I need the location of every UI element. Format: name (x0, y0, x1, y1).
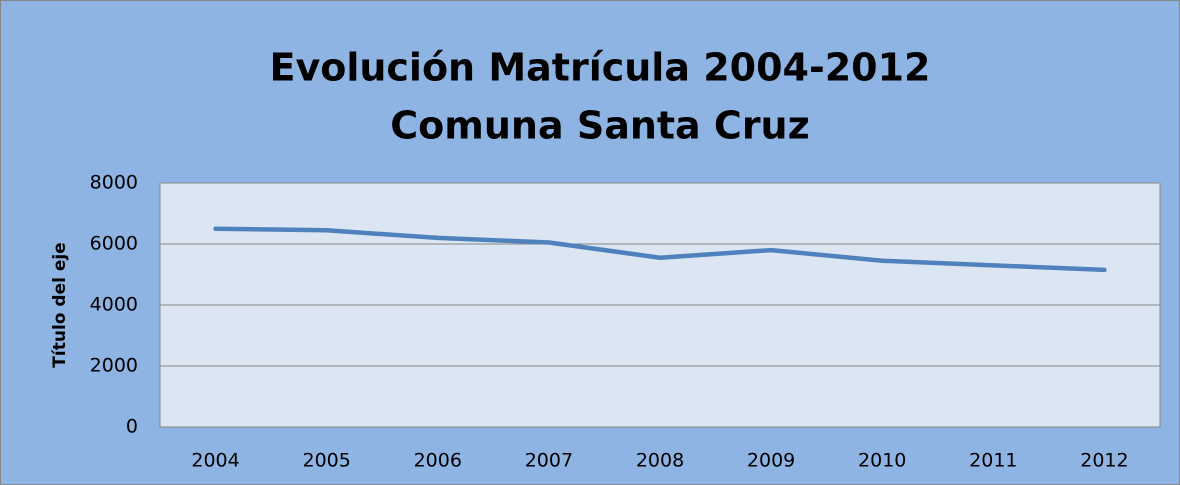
chart-title: Evolución Matrícula 2004-2012 (269, 46, 930, 90)
x-tick-label: 2009 (747, 450, 795, 472)
x-tick-label: 2011 (969, 450, 1017, 472)
x-tick-label: 2004 (191, 450, 239, 472)
chart-title: Comuna Santa Cruz (390, 104, 809, 148)
y-axis-title: Título del eje (50, 242, 70, 367)
x-tick-label: 2008 (636, 450, 684, 472)
x-tick-label: 2005 (302, 450, 350, 472)
data-line (213, 226, 1107, 273)
y-tick-label: 2000 (90, 355, 138, 377)
y-tick-label: 4000 (90, 294, 138, 316)
x-tick-label: 2007 (525, 450, 573, 472)
x-tick-label: 2006 (414, 450, 462, 472)
y-tick-label: 6000 (90, 233, 138, 255)
y-tick-label: 0 (126, 416, 138, 438)
x-tick-label: 2010 (858, 450, 906, 472)
x-tick-label: 2012 (1080, 450, 1128, 472)
y-tick-label: 8000 (90, 172, 138, 194)
